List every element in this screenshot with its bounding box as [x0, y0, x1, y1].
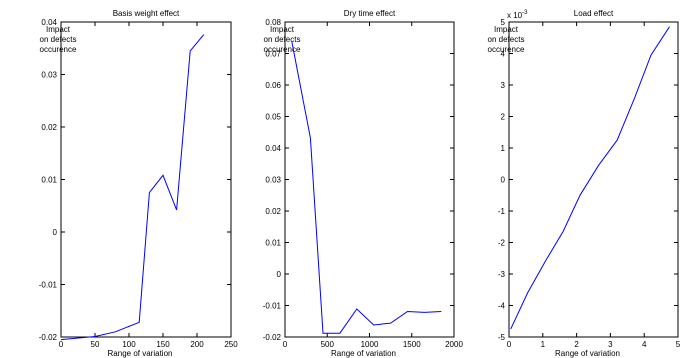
y-tick-label: 3 — [501, 81, 506, 90]
x-tick-label: 3 — [608, 340, 613, 349]
chart-panel-load: 0 1 2 3 4 5 -5 -4 -3 -2 -1 0 1 2 3 4 5 Load effect x 10-3 I… — [488, 9, 681, 358]
x-tick-label: 0 — [59, 340, 64, 349]
y-tick-label: -0.01 — [263, 302, 282, 311]
x-tick-label: 500 — [321, 340, 335, 349]
y-tick-label: 0.03 — [265, 176, 281, 185]
x-tick-label: 250 — [224, 340, 238, 349]
x-tick-label: 200 — [190, 340, 204, 349]
series-line — [60, 34, 205, 341]
y-axis-label: occurence — [264, 45, 301, 54]
x-tick-label: 1000 — [361, 340, 379, 349]
x-tick-label: 150 — [156, 340, 170, 349]
axes-box — [508, 21, 679, 338]
y-tick-label: 0.01 — [265, 239, 281, 248]
y-tick-label: 0.07 — [265, 50, 281, 59]
x-tick-label: 4 — [642, 340, 647, 349]
y-tick-label: 0.02 — [265, 207, 281, 216]
series-line — [291, 41, 442, 334]
y-axis-label: Impact — [46, 25, 71, 34]
x-tick-label: 1 — [541, 340, 546, 349]
y-axis-label: on defects — [488, 35, 525, 44]
y-axis-label: on defects — [40, 35, 77, 44]
y-tick-label: -1 — [498, 207, 506, 216]
y-tick-label: -0.01 — [39, 281, 58, 290]
x-tick-label: 2000 — [445, 340, 463, 349]
y-tick-label: 0 — [501, 176, 506, 185]
y-tick-label: -5 — [498, 333, 506, 342]
x-tick-label: 2 — [574, 340, 579, 349]
x-tick-label: 5 — [676, 340, 681, 349]
y-tick-label: 0.05 — [265, 113, 281, 122]
y-exponent-label: x 10-3 — [507, 10, 528, 20]
x-axis-label: Range of variation — [555, 349, 620, 358]
y-tick-label: 0.03 — [41, 71, 57, 80]
chart-title: Load effect — [574, 9, 614, 18]
y-tick-label: 0 — [53, 228, 58, 237]
x-tick-label: 50 — [91, 340, 100, 349]
series-line — [510, 26, 670, 330]
axes-box — [284, 21, 455, 338]
y-tick-label: 0.04 — [41, 18, 57, 27]
y-tick-label: 0.08 — [265, 18, 281, 27]
chart-panel-basis-weight: 0 50 100 150 200 250 -0.02 -0.01 0 0.01 0.02 0.03 0.… — [39, 9, 238, 358]
x-tick-label: 0 — [283, 340, 288, 349]
y-axis-label: Impact — [494, 25, 519, 34]
chart-panel-dry-time: 0 500 1000 1500 2000 -0.02 -0.01 0 0.01 0.02 0.03 0… — [263, 9, 464, 358]
y-tick-label: 2 — [501, 113, 506, 122]
y-tick-label: 0.06 — [265, 81, 281, 90]
axes-box — [60, 21, 232, 338]
y-tick-label: 5 — [501, 18, 506, 27]
y-tick-label: -0.02 — [263, 333, 282, 342]
chart-title: Dry time effect — [344, 9, 396, 18]
y-axis-label: Impact — [270, 25, 295, 34]
x-tick-label: 100 — [122, 340, 136, 349]
x-tick-label: 1500 — [403, 340, 421, 349]
y-tick-label: 0 — [277, 270, 282, 279]
x-axis-label: Range of variation — [331, 349, 396, 358]
y-tick-label: 1 — [501, 144, 506, 153]
y-axis-label: occurence — [488, 45, 525, 54]
x-tick-label: 0 — [507, 340, 512, 349]
y-tick-label: -3 — [498, 270, 506, 279]
y-axis-label: occurence — [40, 45, 77, 54]
y-tick-label: 0.01 — [41, 176, 57, 185]
x-axis-label: Range of variation — [108, 349, 173, 358]
chart-title: Basis weight effect — [113, 9, 180, 18]
y-tick-label: 0.04 — [265, 144, 281, 153]
y-tick-label: -0.02 — [39, 333, 58, 342]
y-tick-label: -4 — [498, 302, 506, 311]
y-tick-label: -2 — [498, 239, 506, 248]
y-tick-label: 4 — [501, 50, 506, 59]
y-axis-label: on defects — [264, 35, 301, 44]
y-tick-label: 0.02 — [41, 123, 57, 132]
